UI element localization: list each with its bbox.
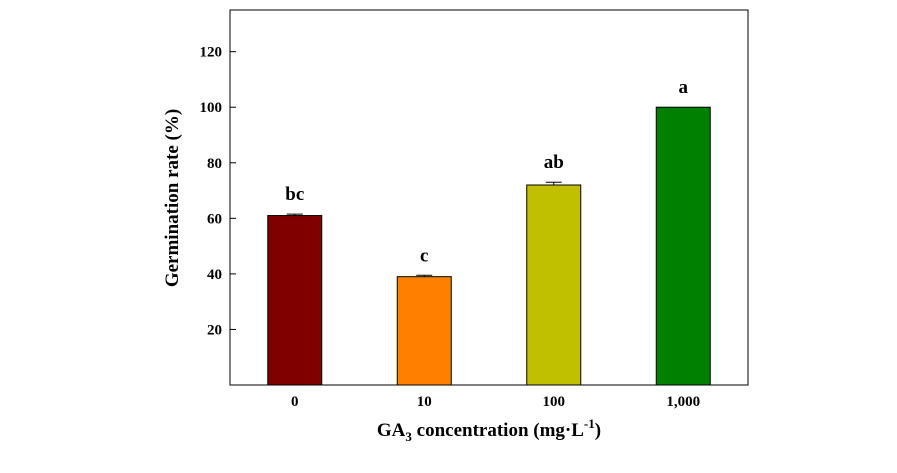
y-tick-label: 60: [207, 211, 222, 227]
significance-label: a: [679, 77, 689, 98]
y-tick-label: 100: [200, 100, 223, 116]
bar: [267, 215, 323, 386]
x-axis-title-end: ): [595, 420, 601, 441]
bar: [655, 106, 711, 386]
x-tick-label: 1,000: [666, 394, 700, 410]
x-axis-title-middle: concentration (mg·L: [412, 420, 584, 441]
significance-label: ab: [544, 152, 564, 173]
x-axis-title-subscript: 3: [405, 429, 412, 444]
significance-label: bc: [285, 184, 304, 205]
y-axis-title: Germination rate (%): [162, 109, 183, 287]
bar: [396, 276, 452, 386]
y-tick-label: 120: [200, 45, 223, 61]
bar: [526, 184, 582, 386]
significance-label: c: [420, 245, 428, 266]
x-axis: 0 10 100 1,000: [291, 394, 700, 410]
x-axis-title-main: GA: [377, 420, 406, 441]
x-axis-title-superscript: -1: [584, 416, 595, 431]
x-tick-label: 100: [543, 394, 566, 410]
y-axis: 20 40 60 80 100 120: [200, 45, 236, 338]
y-tick-label: 20: [207, 322, 222, 338]
y-tick-label: 40: [207, 267, 222, 283]
x-tick-label: 10: [417, 394, 432, 410]
plot-frame: [229, 9, 749, 386]
x-tick-label: 0: [291, 394, 299, 410]
bars: bc c ab a: [267, 77, 711, 386]
y-tick-label: 80: [207, 156, 222, 172]
x-axis-title: GA3 concentration (mg·L-1): [377, 416, 601, 444]
